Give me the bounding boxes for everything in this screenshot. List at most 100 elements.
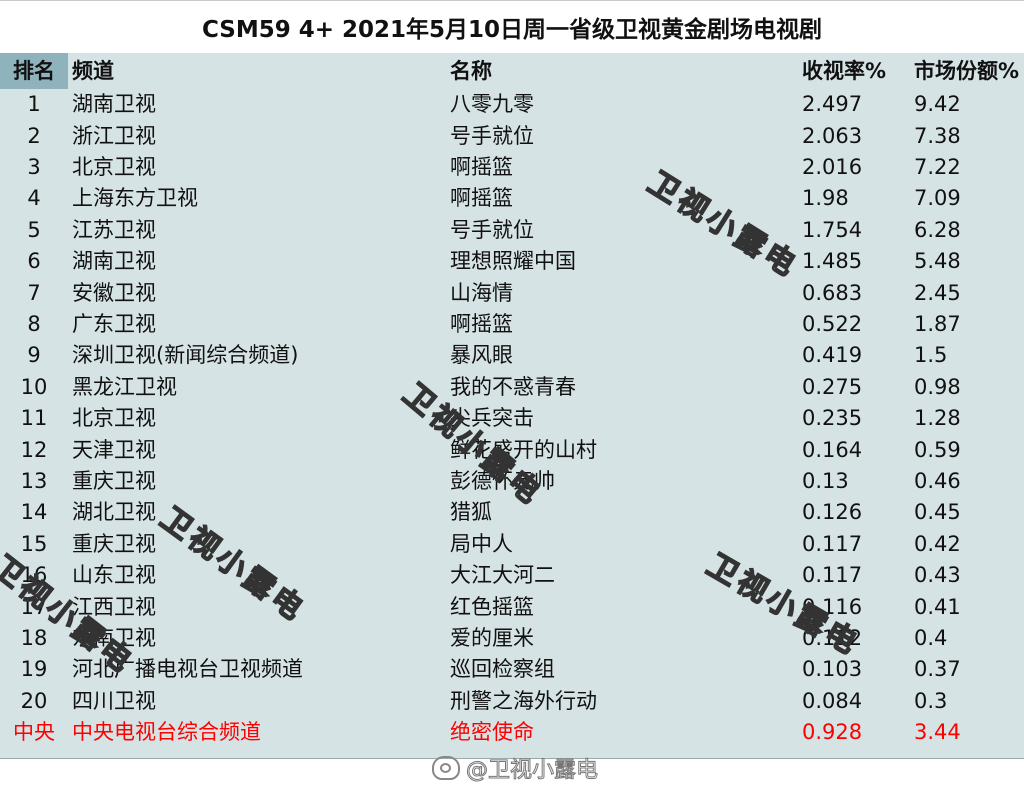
cell-rank: 19 <box>20 657 48 682</box>
cell-rating: 0.235 <box>802 406 863 431</box>
table-row: 16 山东卫视 大江大河二 0.117 0.43 <box>0 560 1024 591</box>
cell-share: 0.4 <box>914 625 948 650</box>
cell-channel: 北京卫视 <box>72 406 156 431</box>
table-row: 17 江西卫视 红色摇篮 0.116 0.41 <box>0 591 1024 622</box>
table-row: 15 重庆卫视 局中人 0.117 0.42 <box>0 529 1024 560</box>
cell-channel: 湖北卫视 <box>72 500 156 525</box>
cell-rank: 9 <box>27 343 41 368</box>
cell-name: 刑警之海外行动 <box>450 688 597 713</box>
cell-share: 9.42 <box>914 92 961 117</box>
cell-share: 1.87 <box>914 311 961 336</box>
cell-rating: 0.084 <box>802 688 863 713</box>
cell-name: 红色摇篮 <box>450 594 534 619</box>
cell-rank: 12 <box>20 437 48 462</box>
table-row: 12 天津卫视 鲜花盛开的山村 0.164 0.59 <box>0 434 1024 465</box>
cell-channel: 黑龙江卫视 <box>72 374 177 399</box>
header-share: 市场份额% <box>914 58 1020 83</box>
cell-name: 鲜花盛开的山村 <box>450 437 597 462</box>
weibo-watermark: @卫视小露电 <box>432 752 599 784</box>
cell-channel: 上海东方卫视 <box>72 186 198 211</box>
header-rank: 排名 <box>13 58 55 83</box>
cell-share: 0.59 <box>914 437 961 462</box>
header-rating: 收视率% <box>802 58 887 83</box>
table-bottom-border <box>0 758 1024 759</box>
cell-channel: 中央电视台综合频道 <box>72 720 261 745</box>
header-name: 名称 <box>450 58 492 83</box>
cell-rank: 17 <box>20 594 48 619</box>
cell-rating: 0.117 <box>802 563 863 588</box>
cell-share: 0.41 <box>914 594 961 619</box>
table-row: 20 四川卫视 刑警之海外行动 0.084 0.3 <box>0 686 1024 717</box>
cell-channel: 江西卫视 <box>72 594 156 619</box>
cell-name: 八零九零 <box>450 92 534 117</box>
cell-rank: 5 <box>27 217 41 242</box>
cell-name: 啊摇篮 <box>450 154 513 179</box>
cell-name: 彭德怀元帅 <box>450 468 555 493</box>
cell-rank: 4 <box>27 186 41 211</box>
cell-name: 暴风眼 <box>450 343 513 368</box>
cell-channel: 北京卫视 <box>72 154 156 179</box>
cell-rating: 0.103 <box>802 657 863 682</box>
cell-rating: 0.275 <box>802 374 863 399</box>
cell-share: 0.37 <box>914 657 961 682</box>
cell-share: 0.42 <box>914 531 961 556</box>
cell-name: 爱的厘米 <box>450 625 534 650</box>
cell-rating: 2.063 <box>802 123 863 148</box>
cell-rank: 6 <box>27 249 41 274</box>
table-row: 19 河北广播电视台卫视频道 巡回检察组 0.103 0.37 <box>0 654 1024 685</box>
cell-name: 理想照耀中国 <box>450 249 576 274</box>
cell-name: 号手就位 <box>450 217 534 242</box>
cell-rating: 0.13 <box>802 468 849 493</box>
cell-rating: 1.754 <box>802 217 863 242</box>
cell-share: 0.43 <box>914 563 961 588</box>
cell-rating: 0.116 <box>802 594 863 619</box>
table-row: 5 江苏卫视 号手就位 1.754 6.28 <box>0 215 1024 246</box>
cell-rating: 1.485 <box>802 249 863 274</box>
cell-share: 0.45 <box>914 500 961 525</box>
cell-rank: 中央 <box>13 720 55 745</box>
cell-rating: 0.112 <box>802 625 863 650</box>
cell-share: 1.5 <box>914 343 948 368</box>
cell-channel: 湖南卫视 <box>72 249 156 274</box>
table-row: 7 安徽卫视 山海情 0.683 2.45 <box>0 277 1024 308</box>
cell-channel: 深圳卫视(新闻综合频道) <box>72 343 299 368</box>
cell-name: 号手就位 <box>450 123 534 148</box>
cell-share: 5.48 <box>914 249 961 274</box>
table-row: 9 深圳卫视(新闻综合频道) 暴风眼 0.419 1.5 <box>0 340 1024 371</box>
spreadsheet: CSM59 4+ 2021年5月10日周一省级卫视黄金剧场电视剧 排名 频道 名… <box>0 0 1024 759</box>
cell-rating: 0.164 <box>802 437 863 462</box>
cell-rank: 7 <box>27 280 41 305</box>
cell-share: 0.46 <box>914 468 961 493</box>
cell-name: 巡回检察组 <box>450 657 555 682</box>
cell-channel: 山东卫视 <box>72 563 156 588</box>
cell-channel: 四川卫视 <box>72 688 156 713</box>
cell-rating: 0.522 <box>802 311 863 336</box>
cell-channel: 重庆卫视 <box>72 531 156 556</box>
cell-channel: 重庆卫视 <box>72 468 156 493</box>
cell-channel: 安徽卫视 <box>72 280 156 305</box>
cell-rank: 14 <box>20 500 48 525</box>
cell-rank: 8 <box>27 311 41 336</box>
table-row: 8 广东卫视 啊摇篮 0.522 1.87 <box>0 309 1024 340</box>
cell-rank: 15 <box>20 531 48 556</box>
table-row: 2 浙江卫视 号手就位 2.063 7.38 <box>0 120 1024 151</box>
table-row: 4 上海东方卫视 啊摇篮 1.98 7.09 <box>0 183 1024 214</box>
cell-channel: 河北广播电视台卫视频道 <box>72 657 303 682</box>
cell-share: 7.22 <box>914 154 961 179</box>
ratings-table: 排名 频道 名称 收视率% 市场份额% 1 湖南卫视 八零九零 2.497 9.42 2 浙… <box>0 53 1024 759</box>
table-row: 3 北京卫视 啊摇篮 2.016 7.22 <box>0 152 1024 183</box>
cell-share: 1.28 <box>914 406 961 431</box>
cell-name: 猎狐 <box>450 500 492 525</box>
cell-share: 3.44 <box>914 720 961 745</box>
cell-rank: 2 <box>27 123 41 148</box>
table-row: 10 黑龙江卫视 我的不惑青春 0.275 0.98 <box>0 372 1024 403</box>
table-row: 18 东南卫视 爱的厘米 0.112 0.4 <box>0 623 1024 654</box>
table-row: 6 湖南卫视 理想照耀中国 1.485 5.48 <box>0 246 1024 277</box>
table-title: CSM59 4+ 2021年5月10日周一省级卫视黄金剧场电视剧 <box>0 1 1024 53</box>
cell-channel: 江苏卫视 <box>72 217 156 242</box>
cell-name: 局中人 <box>450 531 513 556</box>
table-row: 1 湖南卫视 八零九零 2.497 9.42 <box>0 89 1024 120</box>
rank-header-highlight <box>0 53 68 89</box>
cell-channel: 浙江卫视 <box>72 123 156 148</box>
cell-rating: 0.419 <box>802 343 863 368</box>
